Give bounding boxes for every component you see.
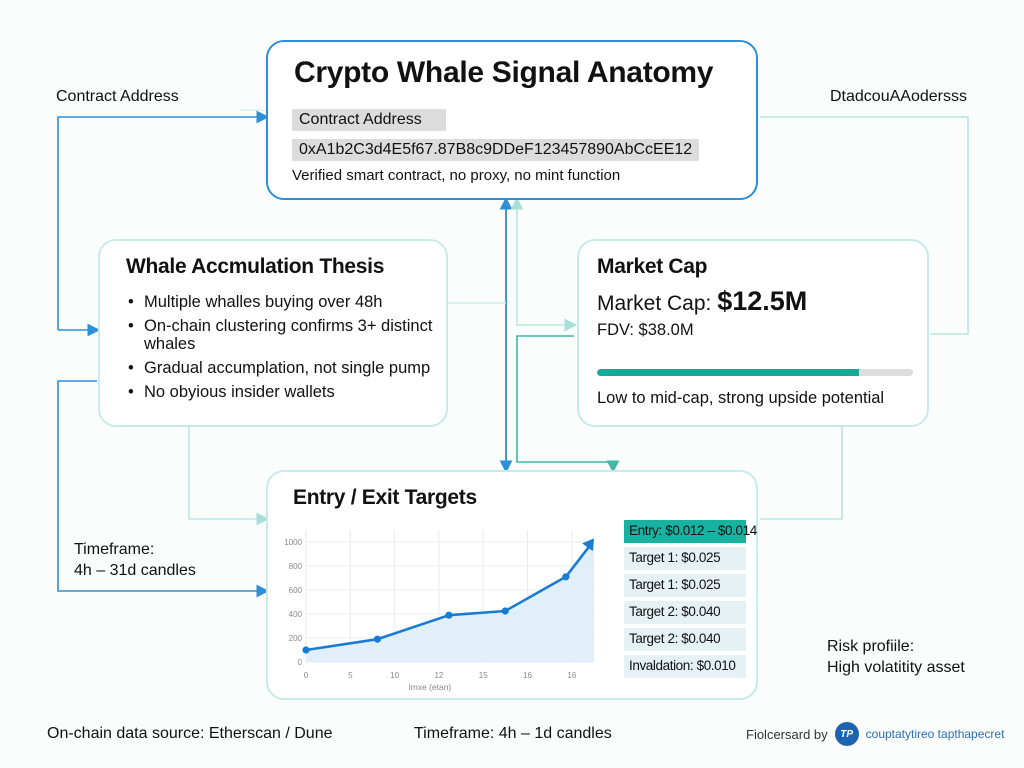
market-cap-progress-fill — [597, 369, 860, 376]
market-cap-label: Market Cap: — [597, 292, 718, 315]
whale-thesis-title: Whale Accmulation Thesis — [126, 255, 385, 278]
svg-text:12: 12 — [434, 671, 443, 680]
target-row: Invaldation: $0.010 — [624, 655, 746, 678]
target-row: Target 1: $0.025 — [624, 574, 746, 597]
list-item: Multiple whalles buying over 48h — [128, 293, 433, 311]
list-item: No obyious insider wallets — [128, 383, 433, 401]
verification-note: Verified smart contract, no proxy, no mi… — [292, 167, 621, 184]
whale-thesis-list: Multiple whalles buying over 48h On-chai… — [128, 293, 433, 407]
list-item: Gradual accumplation, not single pump — [128, 359, 433, 377]
svg-text:0: 0 — [298, 658, 303, 667]
svg-text:16: 16 — [523, 671, 532, 680]
powered-by: Fiolcersard by TP couptatytireo tapthape… — [746, 722, 1004, 746]
fdv-value: FDV: $38.0M — [597, 321, 694, 339]
svg-text:200: 200 — [289, 634, 303, 643]
footer-data-source: On-chain data source: Etherscan / Dune — [47, 725, 333, 742]
price-chart: 0 200 400 600 800 1000 0 5 10 12 15 16 16 lmxe (etan) — [284, 530, 594, 692]
side-label-data-address: DtadcouAAodersss — [830, 88, 967, 105]
risk-line-1: Risk profiile: — [827, 638, 915, 655]
svg-text:lmxe (etan): lmxe (etan) — [409, 682, 452, 692]
side-label-risk-profile: Risk profiile: High volatitity asset — [827, 636, 965, 678]
svg-text:5: 5 — [348, 671, 353, 680]
entry-target-row: Entry: $0.012 – $0.014 — [624, 520, 757, 543]
market-cap-value: $12.5M — [717, 286, 808, 316]
contract-address-value[interactable]: 0xA1b2C3d4E5f67.87B8c9DDeF123457890AbCcE… — [292, 139, 700, 161]
svg-text:16: 16 — [567, 671, 576, 680]
market-cap-card: Market Cap Market Cap: $12.5M FDV: $38.0… — [577, 239, 929, 427]
page-title: Crypto Whale Signal Anatomy — [294, 56, 714, 89]
timeframe-line-2: 4h – 31d candles — [74, 562, 196, 579]
brand-logo-icon: TP — [834, 722, 859, 746]
market-cap-progress — [597, 369, 913, 376]
market-cap-title: Market Cap — [597, 255, 708, 278]
side-label-contract-address: Contract Address — [56, 88, 179, 105]
svg-text:1000: 1000 — [284, 538, 302, 547]
market-cap-note: Low to mid-cap, strong upside potential — [597, 389, 885, 407]
target-row: Target 1: $0.025 — [624, 547, 746, 570]
brand-link[interactable]: couptatytireo tapthapecret — [865, 727, 1005, 741]
entry-exit-title: Entry / Exit Targets — [293, 486, 477, 509]
market-cap-line: Market Cap: $12.5M — [597, 286, 807, 317]
targets-list: Entry: $0.012 – $0.014 Target 1: $0.025 Ta… — [624, 520, 757, 682]
list-item: On-chain clustering confirms 3+ distinct… — [128, 317, 433, 353]
entry-exit-card: Entry / Exit Targets 0 200 400 600 800 1000 0 5… — [266, 470, 758, 700]
powered-by-label: Fiolcersard by — [746, 726, 828, 742]
svg-text:15: 15 — [479, 671, 488, 680]
header-card: Crypto Whale Signal Anatomy Contract Add… — [266, 40, 758, 200]
svg-text:600: 600 — [289, 586, 303, 595]
risk-line-2: High volatitity asset — [827, 659, 965, 676]
whale-thesis-card: Whale Accmulation Thesis Multiple whalle… — [98, 239, 448, 427]
target-row: Target 2: $0.040 — [624, 628, 746, 651]
svg-text:400: 400 — [289, 610, 303, 619]
svg-text:800: 800 — [289, 562, 303, 571]
svg-text:10: 10 — [390, 671, 399, 680]
timeframe-line-1: Timeframe: — [74, 541, 155, 558]
side-label-timeframe: Timeframe: 4h – 31d candles — [74, 539, 196, 581]
footer-timeframe: Timeframe: 4h – 1d candles — [414, 725, 612, 742]
svg-text:0: 0 — [304, 671, 309, 680]
contract-address-label: Contract Address — [292, 109, 446, 131]
target-row: Target 2: $0.040 — [624, 601, 746, 624]
